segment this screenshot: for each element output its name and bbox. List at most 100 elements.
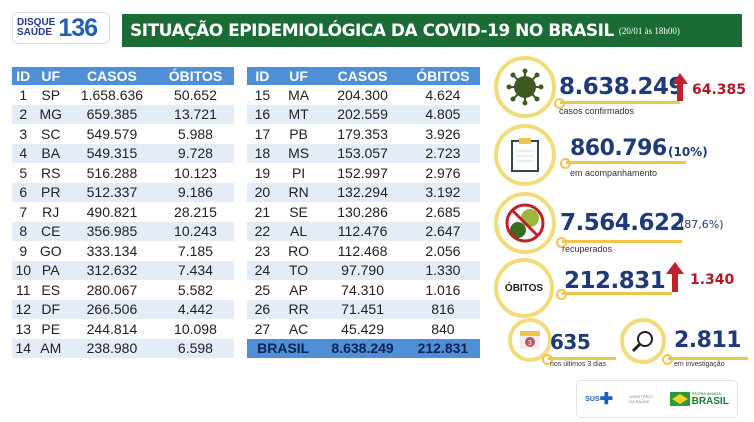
- deaths-value: 212.831: [564, 268, 666, 294]
- investigation-label: em investigação: [674, 361, 725, 368]
- table-cell: 2.976: [425, 164, 461, 181]
- table-cell: ES: [41, 281, 61, 298]
- table-cell: 12: [12, 299, 35, 319]
- table-cell: 204.300: [337, 86, 388, 103]
- table-cell: SC: [41, 125, 61, 142]
- logo-number: 136: [58, 13, 98, 42]
- table-cell: 1.658.636: [80, 86, 144, 103]
- table-cell: RR: [277, 299, 320, 319]
- table-cell: 130.286: [337, 203, 388, 220]
- table-cell: 13.721: [156, 104, 234, 124]
- table-cell: 45.429: [341, 320, 384, 337]
- government-logos: SUS ✚ MINISTÉRIO DA SAÚDE PÁTRIA AMADA BRA…: [576, 380, 738, 418]
- table-cell: 24: [247, 260, 278, 280]
- table-cell: 9.186: [156, 182, 234, 202]
- table-row: 23 RO 112.468 2.056: [247, 241, 480, 261]
- total-casos: 8.638.249: [319, 338, 406, 358]
- table-row: 21 SE 130.286 2.685: [247, 202, 480, 222]
- logo-line1: DISQUE: [17, 17, 56, 28]
- column-header: ÓBITOS: [156, 67, 234, 85]
- table-cell: 5.582: [177, 281, 213, 298]
- table-cell: 2.647: [405, 221, 480, 241]
- table-row: 3 SC 549.579 5.988: [12, 124, 234, 144]
- table-cell: BA: [34, 143, 68, 163]
- table-cell: PI: [291, 164, 306, 181]
- table-cell: RO: [288, 242, 310, 259]
- table-row: 9 GO 333.134 7.185: [12, 241, 234, 261]
- investigation-value: 2.811: [674, 328, 742, 353]
- table-cell: 1: [19, 86, 28, 103]
- table-cell: 132.294: [319, 182, 406, 202]
- column-header: ID: [247, 67, 278, 85]
- table-cell: MA: [288, 86, 310, 103]
- recovered-label: recuperados: [562, 244, 613, 254]
- table-cell: 333.134: [86, 242, 138, 259]
- table-cell: 112.476: [319, 221, 406, 241]
- table-row: 4 BA 549.315 9.728: [12, 143, 234, 163]
- states-table-left: ID UF CASOS ÓBITOS 1 SP 1.658.636 50.652 2 MG 659.…: [12, 67, 234, 358]
- virus-icon: [494, 56, 556, 118]
- table-cell: RS: [41, 164, 61, 181]
- table-cell: 14: [12, 338, 35, 358]
- table-cell: CE: [34, 221, 68, 241]
- table-row: 11 ES 280.067 5.582: [12, 280, 234, 300]
- table-cell: 7: [19, 203, 28, 220]
- table-cell: 27: [254, 320, 271, 337]
- table-cell: 6.598: [156, 338, 234, 358]
- table-cell: PE: [41, 320, 61, 337]
- table-cell: 312.632: [67, 260, 157, 280]
- table-cell: 9: [19, 242, 28, 259]
- table-row: 5 RS 516.288 10.123: [12, 163, 234, 183]
- table-cell: TO: [277, 260, 320, 280]
- table-cell: 7.434: [156, 260, 234, 280]
- confirmed-increase: 64.385: [692, 82, 747, 98]
- table-cell: MG: [34, 104, 68, 124]
- table-cell: 1.330: [405, 260, 480, 280]
- total-row: BRASIL 8.638.249 212.831: [247, 338, 480, 358]
- table-cell: 153.057: [319, 143, 406, 163]
- table-cell: 5: [19, 164, 28, 181]
- table-row: 24 TO 97.790 1.330: [247, 260, 480, 280]
- table-row: 25 AP 74.310 1.016: [247, 280, 480, 300]
- clipboard-icon: [494, 124, 556, 186]
- increase-arrow-icon: [672, 73, 688, 101]
- monitoring-value: 860.796: [570, 136, 667, 161]
- table-cell: 549.579: [86, 125, 138, 142]
- table-cell: 15: [254, 86, 271, 103]
- table-cell: AL: [277, 221, 320, 241]
- table-cell: DF: [34, 299, 68, 319]
- table-row: 20 RN 132.294 3.192: [247, 182, 480, 202]
- table-cell: 5.988: [177, 125, 213, 142]
- table-row: 22 AL 112.476 2.647: [247, 221, 480, 241]
- brasil-logo: PÁTRIA AMADA BRASIL: [669, 391, 729, 407]
- table-cell: 356.985: [67, 221, 157, 241]
- table-cell: 4.624: [425, 86, 461, 103]
- column-header: CASOS: [67, 67, 157, 85]
- table-row: 2 MG 659.385 13.721: [12, 104, 234, 124]
- monitoring-pct: (10%): [668, 145, 708, 159]
- table-cell: 71.451: [319, 299, 406, 319]
- table-cell: 10.243: [156, 221, 234, 241]
- table-cell: 10.098: [174, 320, 217, 337]
- table-cell: 112.468: [337, 242, 388, 259]
- disque-saude-logo: DISQUE SAÚDE 136: [12, 12, 110, 44]
- table-cell: 97.790: [319, 260, 406, 280]
- table-cell: PB: [289, 125, 308, 142]
- table-row: 19 PI 152.997 2.976: [247, 163, 480, 183]
- table-cell: 6: [12, 182, 35, 202]
- table-cell: AP: [289, 281, 308, 298]
- table-cell: 3.926: [425, 125, 461, 142]
- table-cell: 22: [247, 221, 278, 241]
- table-cell: 10.123: [174, 164, 217, 181]
- recovered-value: 7.564.622: [560, 210, 686, 236]
- table-cell: PA: [34, 260, 68, 280]
- table-cell: 19: [254, 164, 271, 181]
- recovered-pct: (87,6%): [680, 218, 724, 231]
- table-cell: 2: [12, 104, 35, 124]
- table-cell: 152.997: [337, 164, 388, 181]
- table-row: 18 MS 153.057 2.723: [247, 143, 480, 163]
- table-cell: GO: [39, 242, 62, 259]
- table-cell: 10: [12, 260, 35, 280]
- table-cell: 4.442: [156, 299, 234, 319]
- table-cell: 17: [254, 125, 271, 142]
